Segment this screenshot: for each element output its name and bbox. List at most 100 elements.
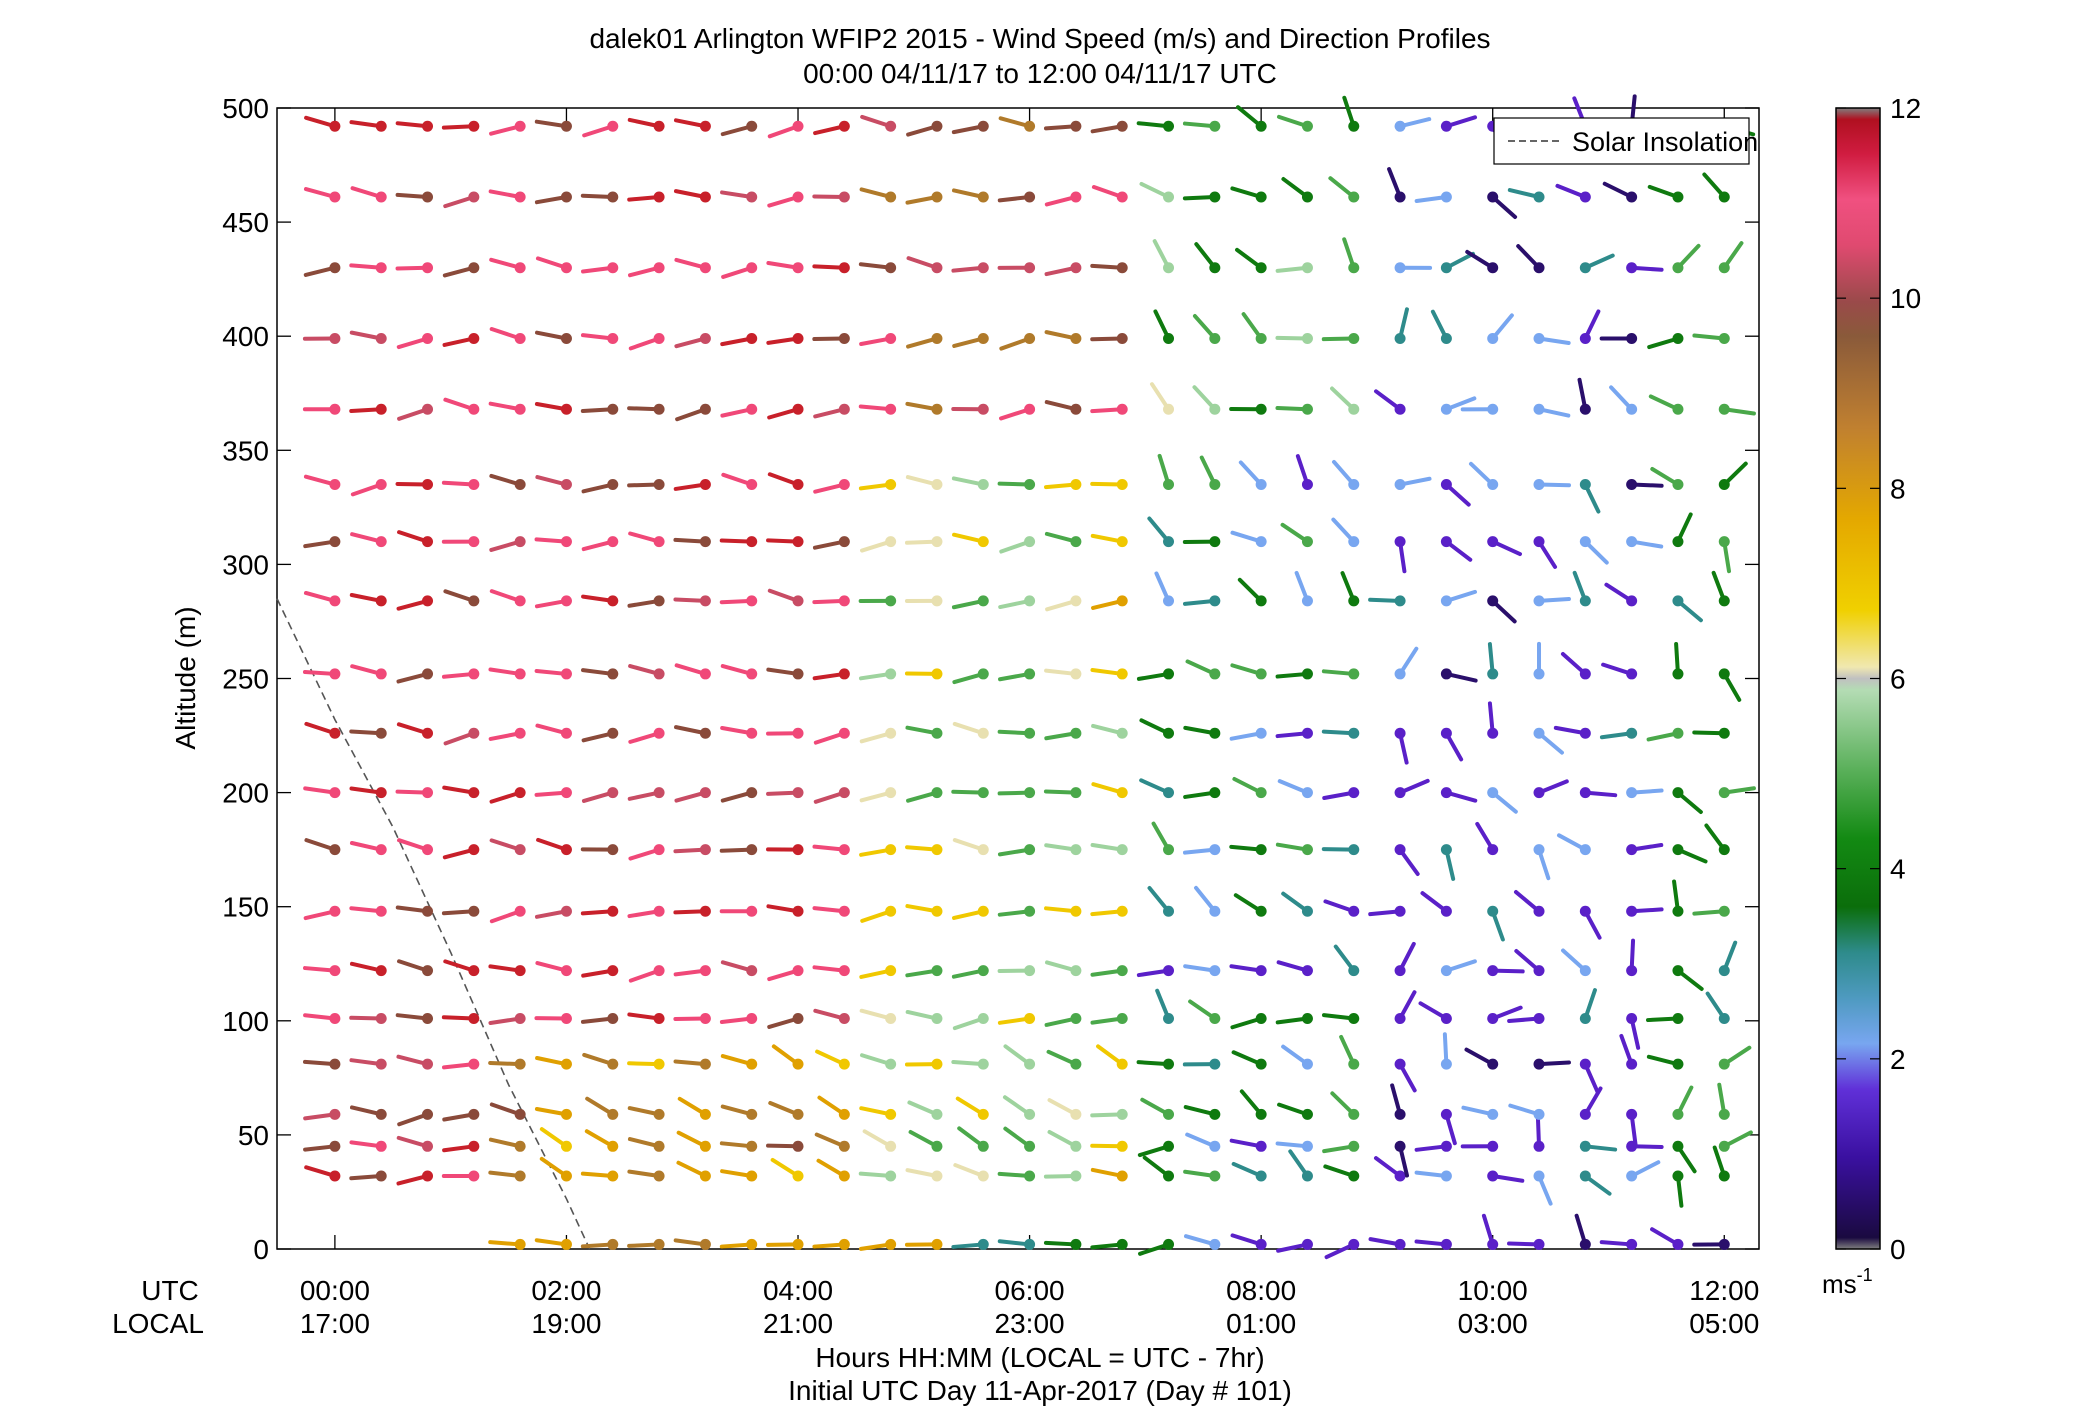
wind-barb-dot [560, 1238, 572, 1250]
wind-barb-dot [699, 1058, 711, 1070]
wind-barb-dot [699, 1108, 711, 1120]
wind-barb-dot [1116, 1140, 1128, 1152]
wind-barb-dot [1394, 403, 1406, 415]
wind-barb-dot [1163, 905, 1175, 917]
wind-barb-dot [329, 844, 341, 856]
wind-barb-dot [792, 120, 804, 132]
wind-barb-dot [1487, 787, 1499, 799]
wind-barb-dot [1255, 1140, 1267, 1152]
wind-barb-dot [1718, 191, 1730, 203]
wind-barb-dot [653, 595, 665, 607]
wind-barb-dot [1440, 595, 1452, 607]
wind-barb-dot [422, 965, 434, 977]
wind-barb-dot [1533, 844, 1545, 856]
wind-barb-dot [329, 668, 341, 680]
wind-barb-dot [746, 120, 758, 132]
wind-barb-dot [468, 262, 480, 274]
wind-barb-dot [1672, 965, 1684, 977]
wind-barb-dot [885, 332, 897, 344]
wind-barb-dot [1626, 844, 1638, 856]
wind-barb-dot [607, 191, 619, 203]
wind-barb-dot [1209, 191, 1221, 203]
wind-barb-dot [514, 1238, 526, 1250]
wind-barb-dot [422, 479, 434, 491]
wind-barb-dot [885, 1170, 897, 1182]
wind-barb-dot [746, 844, 758, 856]
wind-barb-dot [1024, 787, 1036, 799]
wind-barb-dot [1487, 668, 1499, 680]
wind-barb-dot [1116, 905, 1128, 917]
wind-barb-dot [560, 1108, 572, 1120]
wind-barb-dot [1255, 905, 1267, 917]
wind-barb-dot [1533, 191, 1545, 203]
wind-barb-dot [422, 403, 434, 415]
wind-barb-dot [1533, 1238, 1545, 1250]
x-tick-label-utc: 08:00 [1226, 1275, 1296, 1306]
wind-barb-dot [699, 1238, 711, 1250]
wind-barb-dot [1626, 595, 1638, 607]
wind-barb-dot [653, 403, 665, 415]
x-tick-label-utc: 02:00 [531, 1275, 601, 1306]
wind-barb-dot [653, 479, 665, 491]
wind-barb-dot [1718, 905, 1730, 917]
wind-barb-dot [1626, 262, 1638, 274]
wind-barb-dot [1394, 727, 1406, 739]
wind-barb-dot [931, 120, 943, 132]
wind-barb-dot [514, 536, 526, 548]
wind-barb-dot [838, 727, 850, 739]
wind-barb-dot [422, 120, 434, 132]
wind-barb-dot [560, 403, 572, 415]
wind-barb-dot [931, 403, 943, 415]
wind-barb-dot [1440, 479, 1452, 491]
wind-barb-dot [1116, 332, 1128, 344]
wind-barb-dot [746, 403, 758, 415]
wind-barb-dot [1672, 595, 1684, 607]
wind-barb-dot [1487, 479, 1499, 491]
wind-barb-dot [931, 668, 943, 680]
x-tick-label-local: 21:00 [763, 1308, 833, 1339]
wind-barb-dot [1255, 120, 1267, 132]
wind-barb-dot [838, 787, 850, 799]
wind-barb-dot [1301, 1170, 1313, 1182]
wind-barb-dot [1024, 1170, 1036, 1182]
wind-barb-dot [746, 1013, 758, 1025]
wind-barb-dot [1626, 1108, 1638, 1120]
wind-barb-dot [1533, 1108, 1545, 1120]
wind-barb-dot [792, 479, 804, 491]
wind-barb-dot [1255, 403, 1267, 415]
wind-barb-dot [1116, 844, 1128, 856]
colorbar-tick-label: 2 [1890, 1044, 1906, 1075]
wind-barb-dot [514, 595, 526, 607]
wind-barb-dot [422, 668, 434, 680]
wind-barb-dot [1487, 1058, 1499, 1070]
wind-barb-dot [653, 1013, 665, 1025]
wind-barb-dot [375, 1058, 387, 1070]
wind-barb-dot [422, 1058, 434, 1070]
wind-barb-dot [468, 727, 480, 739]
wind-barb-dot [1394, 1058, 1406, 1070]
wind-barb-dot [607, 403, 619, 415]
wind-barb-dot [1626, 479, 1638, 491]
wind-barb-dot [699, 403, 711, 415]
wind-barb-dot [422, 1013, 434, 1025]
wind-barb-dot [468, 668, 480, 680]
wind-barb-dot [1070, 727, 1082, 739]
wind-barb-dot [1116, 727, 1128, 739]
wind-barb-dot [1394, 191, 1406, 203]
wind-barb-dot [468, 787, 480, 799]
wind-barb-dot [653, 120, 665, 132]
wind-barb-dot [468, 1140, 480, 1152]
wind-barb-dot [1116, 536, 1128, 548]
wind-barb-dot [1533, 403, 1545, 415]
wind-barb-dot [1070, 536, 1082, 548]
wind-barb-dot [1301, 1108, 1313, 1120]
wind-barb-dot [1301, 1238, 1313, 1250]
wind-barb-dot [1487, 595, 1499, 607]
wind-barb-dot [1255, 1170, 1267, 1182]
wind-barb-dot [1255, 1108, 1267, 1120]
wind-barb-dot [1301, 1140, 1313, 1152]
x-tick-label-utc: 04:00 [763, 1275, 833, 1306]
wind-barb-dot [607, 332, 619, 344]
wind-barb-dot [329, 120, 341, 132]
